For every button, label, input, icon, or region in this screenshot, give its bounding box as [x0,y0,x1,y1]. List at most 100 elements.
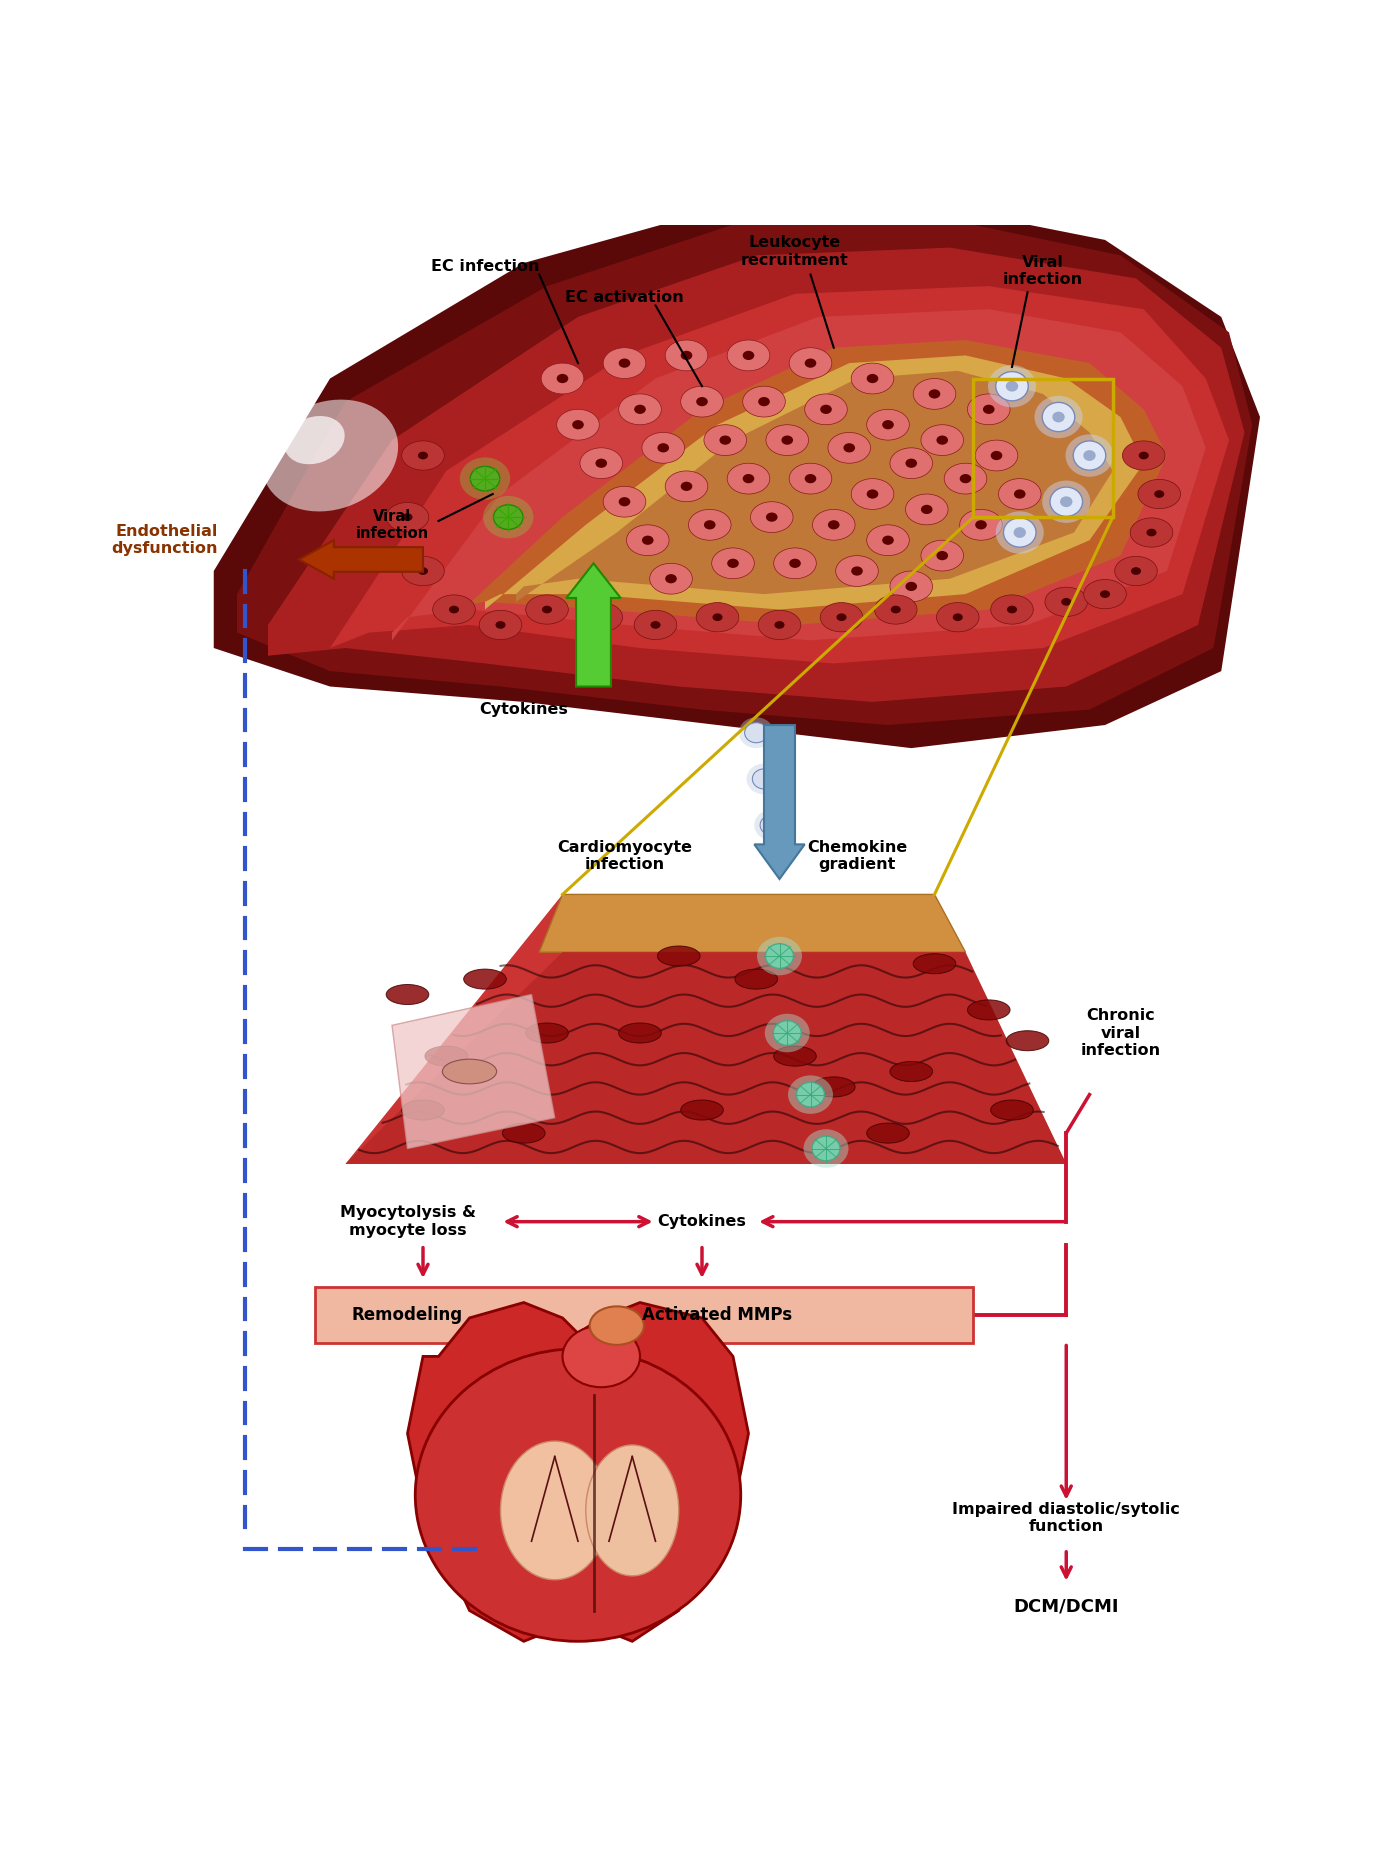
Ellipse shape [494,505,524,529]
Ellipse shape [890,447,932,479]
Ellipse shape [479,610,522,640]
Ellipse shape [812,1136,840,1160]
Polygon shape [237,217,1252,726]
Ellipse shape [1065,434,1113,477]
Ellipse shape [843,443,855,453]
Polygon shape [539,894,966,952]
Ellipse shape [1084,451,1096,460]
Ellipse shape [696,397,708,406]
Text: DCM/DCMI: DCM/DCMI [1014,1598,1119,1617]
Text: Endothelial
dysfunction: Endothelial dysfunction [111,524,217,556]
Polygon shape [330,286,1229,664]
Ellipse shape [634,610,676,640]
Ellipse shape [766,513,777,522]
Ellipse shape [752,769,776,790]
Ellipse shape [402,1100,444,1121]
FancyArrow shape [755,726,805,879]
Ellipse shape [651,621,661,629]
Ellipse shape [542,606,552,614]
Ellipse shape [503,1123,545,1143]
Ellipse shape [680,350,693,359]
Ellipse shape [501,1441,609,1579]
Ellipse shape [759,610,801,640]
Ellipse shape [774,548,816,578]
Ellipse shape [386,984,428,1005]
Text: Remodeling: Remodeling [351,1306,463,1325]
Ellipse shape [959,473,972,483]
Ellipse shape [386,503,428,531]
Ellipse shape [589,1306,644,1345]
Ellipse shape [890,571,932,602]
Ellipse shape [1007,606,1016,614]
Ellipse shape [580,602,623,632]
Ellipse shape [449,606,459,614]
Ellipse shape [890,1061,932,1081]
FancyBboxPatch shape [315,1287,973,1343]
Ellipse shape [603,348,645,378]
Text: Cytokines: Cytokines [479,702,568,717]
Ellipse shape [875,595,917,625]
Ellipse shape [921,425,963,455]
Ellipse shape [442,1059,497,1083]
Ellipse shape [419,451,428,460]
Ellipse shape [573,421,584,428]
Ellipse shape [1004,518,1036,546]
Text: Chronic
viral
infection: Chronic viral infection [1081,1008,1161,1057]
Ellipse shape [851,363,893,395]
Ellipse shape [626,526,669,556]
Ellipse shape [797,1081,825,1108]
Ellipse shape [890,606,900,614]
Polygon shape [407,1302,749,1641]
Ellipse shape [416,1349,741,1641]
Ellipse shape [402,442,444,470]
Ellipse shape [720,436,731,445]
Ellipse shape [402,513,413,520]
Polygon shape [517,370,1113,602]
Ellipse shape [619,395,661,425]
Ellipse shape [619,498,630,507]
Text: Activated MMPs: Activated MMPs [643,1306,792,1325]
Ellipse shape [976,520,987,529]
Ellipse shape [496,621,505,629]
Ellipse shape [1050,486,1082,516]
Ellipse shape [735,969,777,990]
Ellipse shape [991,1100,1033,1121]
Ellipse shape [836,614,847,621]
Ellipse shape [595,458,608,468]
Ellipse shape [750,501,792,533]
Ellipse shape [953,614,963,621]
Ellipse shape [745,722,767,743]
Text: Myocytolysis &
myocyte loss: Myocytolysis & myocyte loss [339,1205,476,1239]
Ellipse shape [727,341,770,370]
Text: Viral
infection: Viral infection [356,509,428,541]
Ellipse shape [727,559,739,569]
Ellipse shape [580,447,623,479]
Ellipse shape [921,505,932,515]
Ellipse shape [882,421,893,428]
Ellipse shape [1130,518,1173,546]
Polygon shape [214,202,1260,748]
Text: Viral
infection: Viral infection [1002,254,1084,286]
Ellipse shape [766,943,794,969]
Ellipse shape [696,602,739,632]
Ellipse shape [774,1046,816,1066]
Ellipse shape [1042,402,1075,432]
Ellipse shape [643,535,654,544]
Polygon shape [392,995,554,1149]
Ellipse shape [742,350,755,359]
Ellipse shape [402,556,444,586]
Ellipse shape [665,341,708,370]
Ellipse shape [790,348,832,378]
Ellipse shape [906,494,948,526]
Ellipse shape [704,425,746,455]
Ellipse shape [913,378,956,410]
Polygon shape [267,247,1245,702]
Ellipse shape [867,410,910,440]
Ellipse shape [742,473,755,483]
Ellipse shape [851,567,862,576]
Ellipse shape [805,473,816,483]
Ellipse shape [773,1022,801,1046]
Ellipse shape [944,464,987,494]
Ellipse shape [755,810,790,840]
Ellipse shape [976,440,1018,471]
